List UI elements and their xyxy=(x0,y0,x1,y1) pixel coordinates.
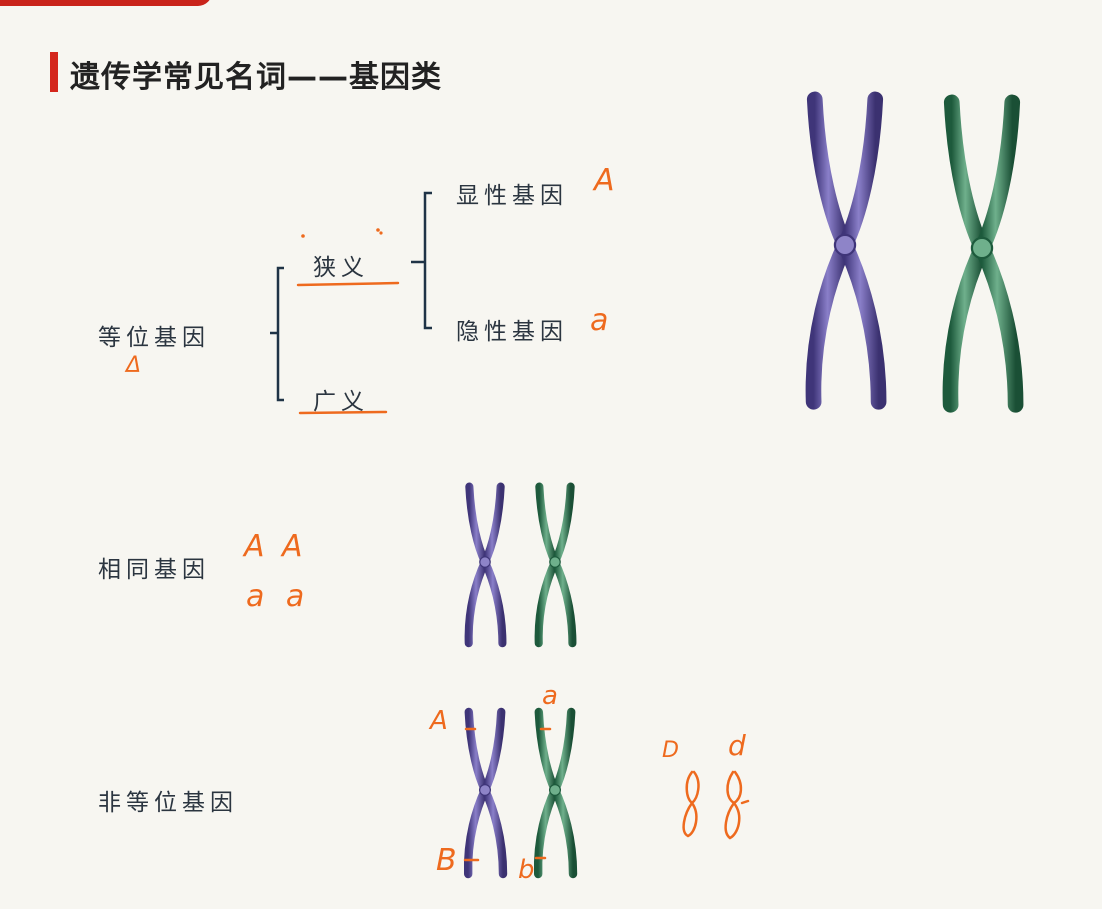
allele-bracket xyxy=(270,266,284,402)
page-title: 遗传学常见名词——基因类 xyxy=(70,60,442,95)
same-gene-annotation-upper: A A xyxy=(244,529,307,564)
title-accent-bar xyxy=(50,52,58,92)
hand-drawn-chromosome-sketch xyxy=(682,770,750,840)
broad-sense-underline xyxy=(298,410,388,415)
dominant-annotation: A xyxy=(594,163,615,198)
broad-sense-label: 广义 xyxy=(313,389,369,415)
gene-locus-marks xyxy=(463,727,552,862)
top-tab-decoration xyxy=(0,0,212,6)
non-allele-chromosome-green xyxy=(538,712,573,874)
large-chromosome-green xyxy=(950,102,1015,404)
recessive-gene-label: 隐性基因 xyxy=(456,319,568,345)
same-gene-label: 相同基因 xyxy=(98,557,210,583)
dominant-gene-label: 显性基因 xyxy=(456,183,568,209)
allele-annotation: Δ xyxy=(126,353,142,378)
non-allele-annotation-a: a xyxy=(542,681,558,711)
same-gene-annotation-lower: a a xyxy=(246,579,311,614)
same-gene-chromosome-green xyxy=(539,487,573,644)
large-chromosome-purple xyxy=(813,99,878,401)
sketch-annotation-d: d xyxy=(728,729,746,762)
emphasis-dots xyxy=(301,228,383,238)
non-allele-annotation-B: B xyxy=(436,843,457,878)
narrow-sense-underline xyxy=(296,281,400,287)
non-allele-annotation-A: A xyxy=(430,706,448,736)
non-allele-chromosome-purple xyxy=(468,712,503,874)
recessive-annotation: a xyxy=(590,303,609,338)
non-allele-annotation-b: b xyxy=(518,855,535,885)
narrow-sense-label: 狭义 xyxy=(313,255,369,281)
narrow-sense-bracket xyxy=(411,191,432,330)
allele-label: 等位基因 xyxy=(98,325,210,351)
same-gene-chromosome-purple xyxy=(469,487,503,644)
non-allele-label: 非等位基因 xyxy=(98,790,238,816)
sketch-annotation-D: D xyxy=(662,738,679,763)
